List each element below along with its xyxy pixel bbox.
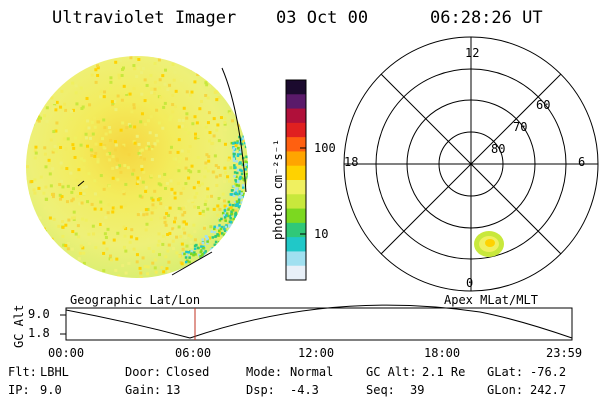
colorbar-band	[286, 94, 306, 110]
colorbar-band	[286, 237, 306, 252]
timeline-plot	[60, 304, 573, 341]
timeline-xtick-0600: 06:00	[175, 346, 212, 360]
glat-value: -76.2	[530, 365, 567, 379]
mlat-label-80: 80	[491, 142, 506, 156]
colorbar-band	[286, 265, 306, 281]
filter-value: LBHL	[40, 365, 69, 379]
timeline-xtick-1800: 18:00	[424, 346, 461, 360]
polar-auroral-blob	[474, 231, 504, 257]
timeline-xtick-0000: 00:00	[48, 346, 85, 360]
dsp-value: -4.3	[290, 383, 319, 397]
dsp-label: Dsp:	[246, 383, 275, 397]
colorbar-band	[286, 151, 306, 167]
colorbar-band	[286, 208, 306, 224]
date-label: 03 Oct 00	[276, 8, 369, 28]
filter-label: Flt:	[8, 365, 37, 379]
colorbar-tick-100: 100	[314, 141, 336, 155]
colorbar-band	[286, 80, 306, 95]
mlt-label-18: 18	[344, 155, 359, 169]
colorbar	[285, 79, 307, 281]
door-value: Closed	[166, 365, 210, 379]
timeline-ytick-9: 9.0	[28, 307, 50, 321]
colorbar-band	[286, 122, 306, 138]
image-caption: Geographic Lat/Lon	[70, 293, 201, 307]
polar-plot	[343, 36, 599, 292]
seq-label: Seq:	[366, 383, 395, 397]
earth-image	[26, 56, 248, 278]
mlt-label-12: 12	[465, 46, 480, 60]
mlat-label-70: 70	[513, 120, 528, 134]
mlt-label-0: 0	[466, 276, 474, 290]
glat-label: GLat:	[487, 365, 524, 379]
colorbar-band	[286, 165, 306, 181]
colorbar-band	[286, 108, 306, 124]
timeline-xtick-1200: 12:00	[298, 346, 335, 360]
glon-value: 242.7	[530, 383, 567, 397]
timeline-xtick-2359: 23:59	[546, 346, 583, 360]
colorbar-unit-label: photon cm⁻²s⁻¹	[271, 138, 285, 240]
colorbar-band	[286, 194, 306, 210]
ip-value: 9.0	[40, 383, 62, 397]
mode-value: Normal	[290, 365, 334, 379]
mode-label: Mode:	[246, 365, 283, 379]
mlt-label-6: 6	[578, 155, 586, 169]
door-label: Door:	[125, 365, 162, 379]
colorbar-tick-10: 10	[314, 227, 329, 241]
seq-value: 39	[410, 383, 425, 397]
mlat-label-60: 60	[536, 98, 551, 112]
colorbar-band	[286, 137, 306, 152]
gc-alt-value: 2.1 Re	[422, 365, 466, 379]
time-label: 06:28:26 UT	[430, 8, 543, 28]
timeline-ytick-1-8: 1.8	[28, 326, 50, 340]
gain-label: Gain:	[125, 383, 162, 397]
colorbar-band	[286, 222, 306, 238]
polar-caption: Apex MLat/MLT	[444, 293, 538, 307]
colorbar-band	[286, 251, 306, 267]
gc-alt-label: GC Alt:	[366, 365, 417, 379]
ip-label: IP:	[8, 383, 30, 397]
glon-label: GLon:	[487, 383, 524, 397]
gain-value: 13	[166, 383, 181, 397]
instrument-title: Ultraviolet Imager	[52, 8, 237, 28]
timeline-ylabel: GC Alt	[12, 304, 26, 348]
colorbar-band	[286, 180, 306, 195]
